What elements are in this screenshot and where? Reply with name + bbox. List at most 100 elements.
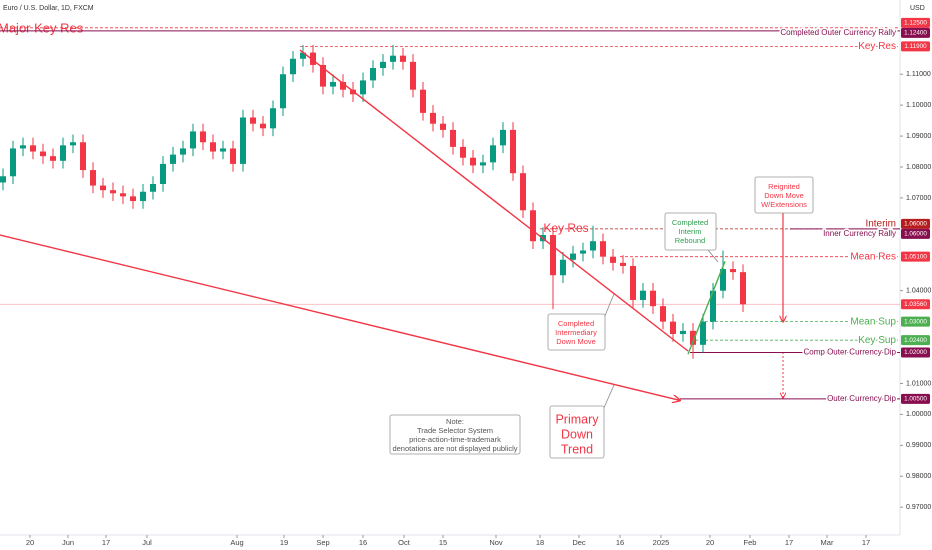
price-tag xyxy=(901,218,930,229)
candle-body xyxy=(0,176,6,183)
trend-line xyxy=(0,234,680,400)
callout-pointer xyxy=(602,384,615,411)
candle-body xyxy=(120,193,126,197)
y-tick-label: 1.04000 xyxy=(906,288,931,295)
trend-lines xyxy=(0,49,726,400)
callout-text: Down Move xyxy=(556,337,596,346)
price-tag-label: 1.12400 xyxy=(904,30,927,37)
candle-body xyxy=(680,330,686,334)
candle-body xyxy=(410,61,416,90)
chart-title: Euro / U.S. Dollar, 1D, FXCM xyxy=(3,5,94,12)
candle-body xyxy=(510,129,516,174)
candle-body xyxy=(80,142,86,171)
x-tick-label: 17 xyxy=(862,538,870,547)
candle-body xyxy=(360,80,366,95)
candle-body xyxy=(520,173,526,211)
candle-body xyxy=(280,74,286,109)
price-tag xyxy=(901,316,930,327)
price-tag-label: 1.00500 xyxy=(904,396,927,403)
candle-body xyxy=(490,145,496,163)
x-tick-label: Feb xyxy=(744,538,757,547)
candle-body xyxy=(330,81,336,87)
level-name: Major Key Res xyxy=(0,20,84,35)
price-tag xyxy=(901,228,930,239)
level-name: Mean Sup xyxy=(850,316,896,327)
candle-body xyxy=(730,269,736,273)
candle-body xyxy=(470,157,476,166)
price-tag xyxy=(901,17,930,28)
callout-text: Key Res xyxy=(543,221,588,235)
x-tick-label: Dec xyxy=(572,538,586,547)
price-tag-label: 1.05100 xyxy=(904,253,927,260)
callout-text: price-action-time-trademark xyxy=(409,435,501,444)
price-tag xyxy=(901,347,930,358)
candle-body xyxy=(420,89,426,113)
callout-pointer xyxy=(603,293,615,319)
candle-body xyxy=(290,58,296,75)
candle-body xyxy=(440,123,446,130)
y-tick-label: 1.09000 xyxy=(906,133,931,140)
candle-body xyxy=(480,162,486,166)
candle-body xyxy=(570,253,576,260)
candle-body xyxy=(100,185,106,191)
trend-line xyxy=(299,49,689,352)
candle-body xyxy=(650,290,656,307)
price-tag-label: 1.02400 xyxy=(904,337,927,344)
x-tick-label: 18 xyxy=(536,538,544,547)
callout-text: Primary xyxy=(555,412,599,426)
candle-body xyxy=(200,131,206,143)
candle-body xyxy=(560,259,566,276)
callout-box xyxy=(547,313,606,351)
level-name: Key Sup xyxy=(858,335,896,346)
candle-body xyxy=(370,68,376,81)
level-name: Completed Outer Currency Rally xyxy=(780,28,896,37)
y-tick-label: 0.98000 xyxy=(906,473,931,480)
candle-body xyxy=(430,112,436,124)
candle-body xyxy=(150,184,156,192)
price-tag-label: 1.03560 xyxy=(904,301,927,308)
candle-body xyxy=(110,190,116,194)
price-tag-label: 1.12500 xyxy=(904,20,927,27)
candle-body xyxy=(160,163,166,185)
callout-text: Trend xyxy=(561,442,593,456)
candle-body xyxy=(190,131,196,149)
candle-body xyxy=(670,321,676,334)
candle-body xyxy=(40,151,46,157)
candle-body xyxy=(240,117,246,164)
y-tick-label: 1.07000 xyxy=(906,195,931,202)
candle-body xyxy=(620,262,626,266)
candle-body xyxy=(10,148,16,177)
price-tag-label: 1.11900 xyxy=(904,43,927,50)
candle-body xyxy=(690,330,696,345)
level-name: Interim xyxy=(865,218,896,229)
level-name: Comp Outer Currency Dip xyxy=(804,348,897,357)
candle-body xyxy=(320,64,326,87)
candle-body xyxy=(210,142,216,152)
level-name: Outer Currency Dip xyxy=(827,394,896,403)
callout-text: Down Move xyxy=(764,191,804,200)
level-name: Inner Currency Rally xyxy=(823,229,896,238)
x-tick-label: 19 xyxy=(280,538,288,547)
candle-body xyxy=(130,196,136,202)
callout-text: Completed xyxy=(672,218,708,227)
trend-line xyxy=(687,261,726,355)
levels: Major Key Res Completed Outer Currency Ra… xyxy=(0,20,900,405)
x-tick-label: Jun xyxy=(62,538,74,547)
candle-body xyxy=(380,61,386,69)
candle-body xyxy=(700,321,706,345)
y-tick-label: 0.99000 xyxy=(906,442,931,449)
x-tick-label: Jul xyxy=(142,538,152,547)
candle-body xyxy=(230,148,236,164)
x-tick-label: Sep xyxy=(316,538,329,547)
candle-body xyxy=(640,290,646,300)
candle-body xyxy=(740,272,746,305)
y-tick-label: 1.11000 xyxy=(906,71,931,78)
level-name: Mean Res xyxy=(850,251,896,262)
price-tag xyxy=(901,251,930,262)
candle-body xyxy=(270,108,276,129)
level-name: Key Res xyxy=(858,41,896,52)
price-tag-label: 1.02000 xyxy=(904,349,927,356)
candle-body xyxy=(610,256,616,263)
